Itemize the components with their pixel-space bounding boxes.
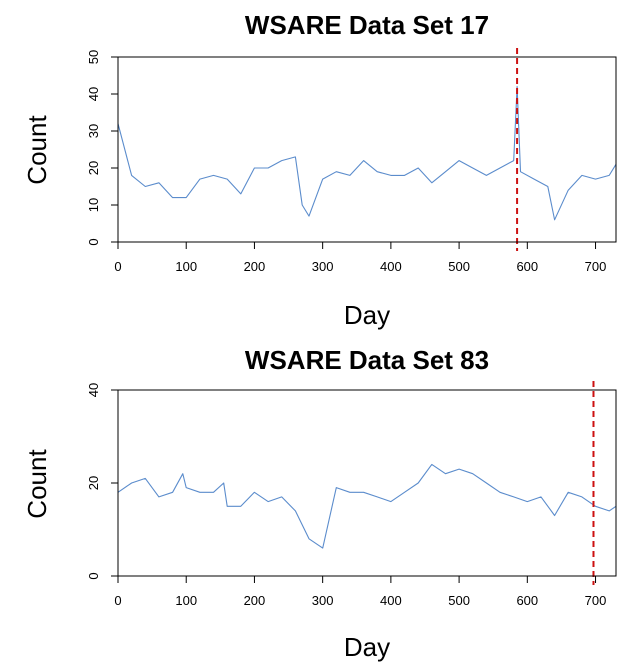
chart-2: WSARE Data Set 83 Count Day 0 100 200 300 40… (22, 345, 617, 662)
chart-2-ylabel: Count (22, 449, 52, 519)
chart-1-x-tick-label: 0 (114, 259, 121, 274)
chart-2-x-tick-label: 300 (312, 593, 334, 608)
chart-1-x-tick-label: 400 (380, 259, 402, 274)
chart-1-xlabel: Day (344, 300, 390, 330)
chart-1-y-tick-label: 0 (86, 238, 101, 245)
chart-1-y-tick-label: 20 (86, 161, 101, 175)
chart-2-x-axis: 0 100 200 300 400 500 600 700 (114, 576, 606, 608)
chart-1-y-tick-label: 10 (86, 198, 101, 212)
chart-1-y-tick-label: 50 (86, 50, 101, 64)
chart-1-series-line (117, 86, 617, 221)
chart-1-x-tick-label: 100 (175, 259, 197, 274)
chart-1-x-tick-label: 700 (585, 259, 607, 274)
chart-2-series (117, 463, 617, 549)
chart-2-x-tick-label: 100 (175, 593, 197, 608)
chart-1-plot-frame (117, 56, 617, 243)
chart-1: WSARE Data Set 17 Count Day 0 100 200 300 40… (22, 10, 617, 330)
chart-2-y-axis: 0 20 40 (86, 383, 118, 580)
chart-1-ylabel: Count (22, 115, 52, 185)
chart-1-x-tick-label: 600 (516, 259, 538, 274)
chart-2-x-tick-label: 400 (380, 593, 402, 608)
chart-1-title: WSARE Data Set 17 (245, 10, 489, 40)
chart-2-title: WSARE Data Set 83 (245, 345, 489, 375)
chart-2-x-tick-label: 200 (244, 593, 266, 608)
chart-1-y-tick-label: 40 (86, 87, 101, 101)
chart-2-series-line (117, 463, 617, 549)
chart-2-y-tick-label: 40 (86, 383, 101, 397)
chart-2-xlabel: Day (344, 632, 390, 662)
chart-1-x-tick-label: 500 (448, 259, 470, 274)
chart-1-y-tick-label: 30 (86, 124, 101, 138)
chart-2-x-tick-label: 700 (585, 593, 607, 608)
chart-1-x-axis: 0 100 200 300 400 500 600 700 (114, 242, 606, 274)
chart-1-series (117, 86, 617, 221)
chart-2-x-tick-label: 0 (114, 593, 121, 608)
chart-1-x-tick-label: 200 (244, 259, 266, 274)
chart-2-y-tick-label: 0 (86, 572, 101, 579)
chart-2-y-tick-label: 20 (86, 476, 101, 490)
chart-2-x-tick-label: 600 (516, 593, 538, 608)
chart-2-plot-frame (117, 389, 617, 577)
chart-2-x-tick-label: 500 (448, 593, 470, 608)
chart-1-x-tick-label: 300 (312, 259, 334, 274)
chart-1-y-axis: 0 10 20 30 40 50 (86, 50, 118, 246)
